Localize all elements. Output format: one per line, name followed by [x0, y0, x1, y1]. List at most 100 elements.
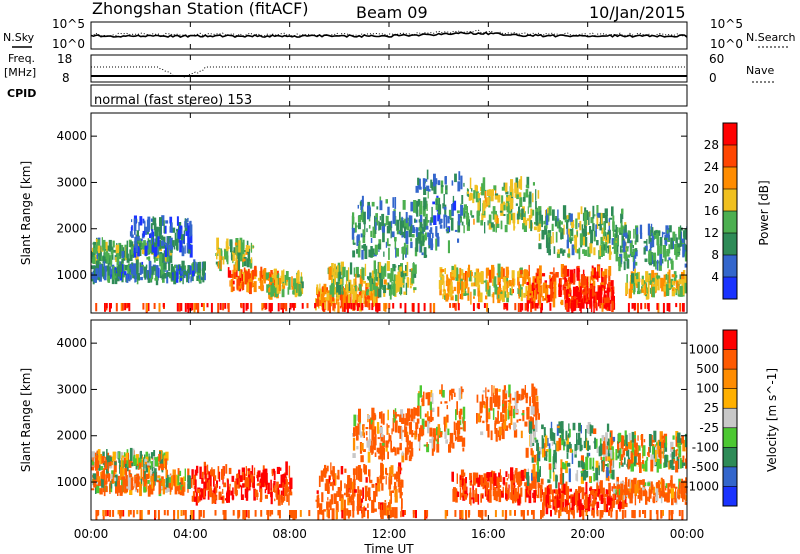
velocity-panel-echo-mark [505, 482, 508, 494]
velocity-panel-echo-mark [337, 487, 341, 497]
velocity-panel-echo-mark [171, 486, 173, 490]
velocity-panel-echo-mark [605, 455, 607, 462]
power-panel-echo-mark [566, 239, 569, 249]
power-panel-echo-mark [530, 284, 534, 298]
power-panel-echo-mark [671, 274, 675, 278]
power-panel-echo-mark [341, 284, 343, 295]
power-panel-echo-mark [170, 245, 174, 250]
velocity-panel-echo-mark [286, 494, 289, 502]
power-panel-echo-mark [534, 221, 537, 225]
power-panel-echo-mark [153, 246, 157, 257]
power-panel-echo-mark [479, 202, 481, 209]
power-panel-echo-mark [559, 248, 563, 254]
power-panel-echo-mark [564, 288, 566, 300]
power-panel-echo-mark [153, 265, 157, 271]
velocity-panel-echo-mark [394, 488, 398, 503]
velocity-panel-echo-mark [463, 494, 467, 500]
power-panel-echo-mark [506, 203, 508, 207]
power-panel-echo-mark [566, 280, 569, 283]
power-panel-echo-mark [592, 267, 596, 279]
power-panel-near-range-mark [350, 303, 353, 310]
power-panel-echo-mark [148, 239, 151, 243]
velocity-panel-echo-mark [417, 393, 420, 407]
power-panel-echo-mark [366, 295, 370, 300]
power-panel-echo-mark [367, 297, 370, 308]
power-panel-echo-mark [651, 270, 655, 283]
power-panel-near-range-mark [222, 303, 225, 311]
power-panel-echo-mark [504, 204, 506, 210]
velocity-panel-echo-mark [352, 437, 356, 451]
velocity-panel-echo-mark [601, 435, 605, 442]
power-panel-echo-mark [616, 239, 619, 246]
power-panel-near-range-mark [240, 303, 243, 309]
power-panel-echo-mark [353, 242, 356, 245]
power-panel-echo-mark [430, 217, 434, 223]
velocity-panel-echo-mark [407, 435, 409, 446]
velocity-panel-echo-mark [545, 503, 549, 515]
power-panel-near-range-mark [292, 303, 295, 311]
power-panel-echo-mark [372, 226, 376, 238]
velocity-panel-echo-mark [332, 481, 334, 491]
power-panel-echo-mark [394, 237, 397, 242]
velocity-panel-echo-mark [358, 495, 361, 508]
power-panel-echo-mark [186, 272, 189, 283]
velocity-panel-echo-mark [542, 502, 545, 516]
velocity-panel-echo-mark [646, 456, 649, 461]
velocity-panel-echo-mark [657, 440, 659, 455]
velocity-panel-echo-mark [647, 482, 651, 486]
freq-label-line2: [MHz] [4, 66, 36, 79]
power-panel-echo-mark [562, 277, 566, 280]
power-panel-echo-mark [230, 279, 234, 293]
velocity-panel-echo-mark [656, 459, 659, 473]
power-panel-echo-mark [396, 229, 400, 235]
velocity-panel-echo-mark [105, 474, 108, 485]
power-panel-echo-mark [684, 251, 687, 262]
power-panel-echo-mark [607, 287, 610, 299]
power-panel-echo-mark [648, 274, 650, 282]
power-panel-echo-mark [581, 224, 584, 238]
velocity-panel-echo-mark [486, 396, 489, 401]
velocity-panel-echo-mark [556, 440, 560, 452]
velocity-panel-echo-mark [424, 420, 428, 427]
power-panel-echo-mark [539, 291, 541, 305]
power-panel-near-range-mark [590, 303, 593, 308]
power-panel-echo-mark [166, 256, 170, 262]
power-panel-echo-mark [519, 197, 523, 207]
power-panel-echo-mark [379, 216, 381, 221]
power-panel-echo-mark [584, 207, 587, 216]
power-panel-echo-mark [607, 234, 609, 244]
power-panel-echo-mark [382, 232, 385, 243]
power-panel-echo-mark [412, 263, 415, 274]
velocity-panel-echo-mark [128, 459, 132, 468]
velocity-panel-echo-mark [462, 406, 466, 419]
power-panel-near-range-mark [219, 303, 222, 310]
power-panel-echo-mark [523, 217, 526, 224]
power-panel-echo-mark [447, 216, 450, 224]
power-panel-echo-mark [356, 294, 359, 307]
power-panel-echo-mark [190, 276, 192, 283]
velocity-panel-echo-mark [113, 472, 117, 475]
power-panel-echo-mark [277, 273, 280, 285]
power-panel-echo-mark [138, 221, 140, 231]
velocity-panel-echo-mark [288, 493, 290, 506]
velocity-panel-echo-mark [385, 467, 388, 475]
power-panel-echo-mark [137, 272, 140, 281]
velocity-panel-echo-mark [463, 421, 466, 432]
velocity-panel-echo-mark [532, 477, 536, 489]
velocity-panel-echo-mark [460, 388, 464, 393]
velocity-panel-echo-mark [246, 477, 250, 490]
velocity-panel-echo-mark [270, 488, 272, 495]
power-panel-near-range-mark [95, 303, 98, 312]
power-panel-echo-mark [684, 228, 687, 232]
velocity-panel-echo-mark [647, 452, 650, 456]
power-panel-echo-mark [574, 292, 578, 298]
power-panel-echo-mark [546, 298, 548, 302]
velocity-panel-echo-mark [499, 426, 502, 436]
power-panel-echo-mark [403, 224, 407, 239]
power-panel-echo-mark [253, 281, 257, 293]
velocity-panel-echo-mark [455, 422, 458, 431]
velocity-panel-echo-mark [189, 478, 193, 488]
velocity-panel-echo-mark [634, 484, 637, 497]
power-panel-echo-mark [595, 302, 598, 311]
velocity-panel-echo-mark [606, 423, 610, 432]
